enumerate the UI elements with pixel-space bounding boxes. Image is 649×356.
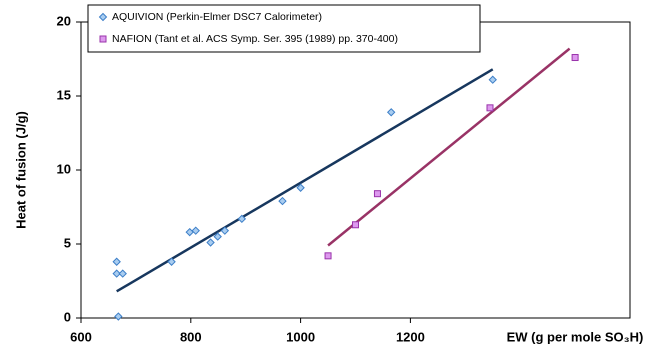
point <box>191 226 200 235</box>
point <box>114 312 123 321</box>
legend-box <box>87 4 481 53</box>
x-tick-label: 600 <box>70 329 92 344</box>
point <box>185 227 194 237</box>
trend-line <box>116 68 494 293</box>
point <box>571 54 579 62</box>
point <box>112 269 121 278</box>
legend-label: AQUIVION (Perkin-Elmer DSC7 Calorimeter) <box>112 11 322 23</box>
point <box>488 75 497 84</box>
y-tick-label: 10 <box>57 161 71 176</box>
point <box>373 190 381 198</box>
point <box>220 226 230 235</box>
x-tick-label: 1200 <box>396 329 425 344</box>
y-axis-title: Heat of fusion (J/g) <box>13 111 28 229</box>
point <box>386 108 396 117</box>
x-tick-label: 800 <box>180 329 202 344</box>
point <box>206 238 215 247</box>
legend-marker <box>99 35 107 43</box>
point <box>352 221 359 229</box>
x-axis-title: EW (g per mole SO₃H) <box>507 329 644 344</box>
trend-line <box>327 47 571 247</box>
legend-label: NAFION (Tant et al. ACS Symp. Ser. 395 (… <box>112 33 398 45</box>
x-tick-label: 1000 <box>286 329 315 344</box>
point <box>296 183 305 192</box>
y-tick-label: 5 <box>64 235 71 250</box>
point <box>486 104 494 112</box>
point <box>324 252 332 260</box>
point <box>213 232 222 241</box>
y-tick-label: 20 <box>57 13 71 28</box>
point <box>167 257 176 266</box>
y-tick-label: 0 <box>64 309 71 324</box>
y-tick-label: 15 <box>57 87 71 102</box>
point <box>278 196 287 206</box>
point <box>237 214 247 224</box>
legend-marker <box>98 12 108 22</box>
point <box>112 257 121 266</box>
point <box>118 269 127 278</box>
